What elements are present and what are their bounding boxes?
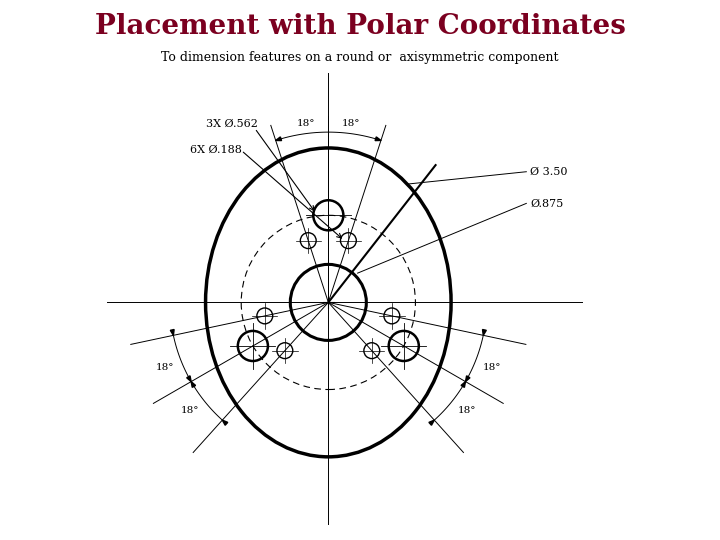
Polygon shape (375, 137, 381, 140)
Polygon shape (276, 137, 282, 140)
Text: Ø 3.50: Ø 3.50 (531, 167, 568, 177)
Polygon shape (222, 420, 228, 426)
Polygon shape (466, 376, 470, 382)
Text: 18°: 18° (482, 363, 501, 372)
Text: 18°: 18° (458, 406, 476, 415)
Polygon shape (461, 382, 466, 387)
Text: 3X Ø.562: 3X Ø.562 (206, 119, 258, 129)
Text: 18°: 18° (181, 406, 199, 415)
Text: 18°: 18° (342, 119, 360, 128)
Polygon shape (186, 376, 191, 382)
Text: To dimension features on a round or  axisymmetric component: To dimension features on a round or axis… (161, 51, 559, 64)
Text: Placement with Polar Coordinates: Placement with Polar Coordinates (94, 14, 626, 40)
Polygon shape (482, 329, 486, 335)
Text: 6X Ø.188: 6X Ø.188 (190, 145, 242, 156)
Polygon shape (191, 382, 196, 387)
Text: Ø.875: Ø.875 (531, 198, 564, 208)
Text: 18°: 18° (297, 119, 315, 128)
Text: 18°: 18° (156, 363, 174, 372)
Polygon shape (171, 329, 174, 335)
Polygon shape (429, 420, 434, 426)
